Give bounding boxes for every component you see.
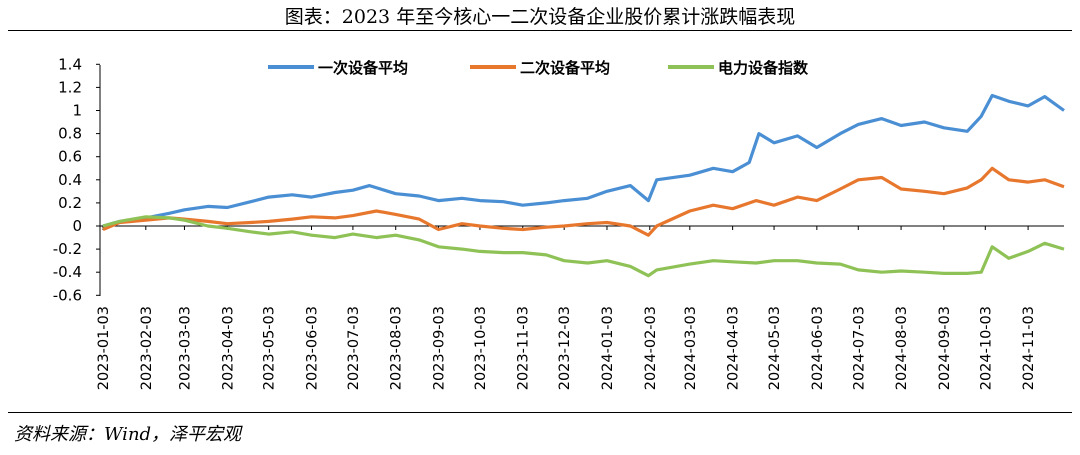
x-tick-label: 2023-03-03 — [177, 306, 193, 390]
y-tick-label: 0.8 — [58, 125, 82, 143]
x-tick-label: 2024-09-03 — [937, 306, 953, 390]
y-tick-label: 1.2 — [58, 78, 82, 96]
y-tick-label: 1.4 — [58, 55, 82, 73]
x-tick-label: 2023-06-03 — [304, 306, 320, 390]
line-chart: 一次设备平均 二次设备平均 电力设备指数 1.4 1.2 1 0.8 0.6 0.4 0.2 0 -… — [53, 55, 1065, 390]
x-tick-label: 2024-05-03 — [767, 306, 783, 390]
x-tick-label: 2023-09-03 — [432, 306, 448, 390]
x-tick-label: 2023-11-03 — [516, 306, 532, 390]
x-tick-label: 2023-07-03 — [346, 306, 362, 390]
series-line-3 — [102, 215, 1065, 278]
x-tick-label: 2024-02-03 — [643, 306, 659, 390]
legend-label-2: 二次设备平均 — [520, 59, 610, 77]
series-line-2 — [102, 166, 1065, 237]
x-tick-label: 2024-11-03 — [1021, 306, 1037, 390]
x-tick-label: 2024-07-03 — [851, 306, 867, 390]
x-tick-label: 2023-02-03 — [139, 306, 155, 390]
y-tick-label: 1 — [72, 102, 82, 120]
source-note: 资料来源：Wind，泽平宏观 — [14, 424, 242, 445]
legend-label-1: 一次设备平均 — [318, 59, 408, 77]
top-rule — [8, 30, 1072, 31]
x-tick-label: 2024-06-03 — [810, 306, 826, 390]
series-group — [102, 93, 1065, 278]
x-tick-label: 2024-08-03 — [894, 306, 910, 390]
x-tick-label: 2024-10-03 — [978, 306, 994, 390]
x-tick-label: 2023-08-03 — [389, 306, 405, 390]
y-tick-label: -0.2 — [53, 240, 82, 258]
legend-label-3: 电力设备指数 — [718, 59, 809, 77]
x-tick-label: 2024-01-03 — [600, 306, 616, 390]
x-tick-label: 2023-10-03 — [473, 306, 489, 390]
y-tick-label: 0.2 — [58, 194, 82, 212]
y-tick-label: 0.6 — [58, 148, 82, 166]
x-tick-label: 2024-03-03 — [683, 306, 699, 390]
chart-title: 图表：2023 年至今核心一二次设备企业股价累计涨跌幅表现 — [284, 6, 796, 28]
x-tick-label: 2024-04-03 — [726, 306, 742, 390]
x-tick-label: 2023-05-03 — [262, 306, 278, 390]
y-axis: 1.4 1.2 1 0.8 0.6 0.4 0.2 0 -0.2 -0.4 -0.6 — [53, 55, 101, 304]
x-tick-label: 2023-04-03 — [220, 306, 236, 390]
legend: 一次设备平均 二次设备平均 电力设备指数 — [268, 59, 809, 77]
bottom-rule — [8, 412, 1072, 413]
series-line-1 — [102, 93, 1065, 228]
x-tick-label: 2023-01-03 — [96, 306, 112, 390]
y-tick-label: -0.4 — [53, 263, 82, 281]
x-tick-label: 2023-12-03 — [557, 306, 573, 390]
y-tick-label: 0 — [72, 217, 82, 235]
y-tick-label: -0.6 — [53, 286, 82, 304]
y-tick-label: 0.4 — [58, 171, 82, 189]
x-axis: 2023-01-03 2023-02-03 2023-03-03 2023-04-03… — [96, 225, 1064, 390]
